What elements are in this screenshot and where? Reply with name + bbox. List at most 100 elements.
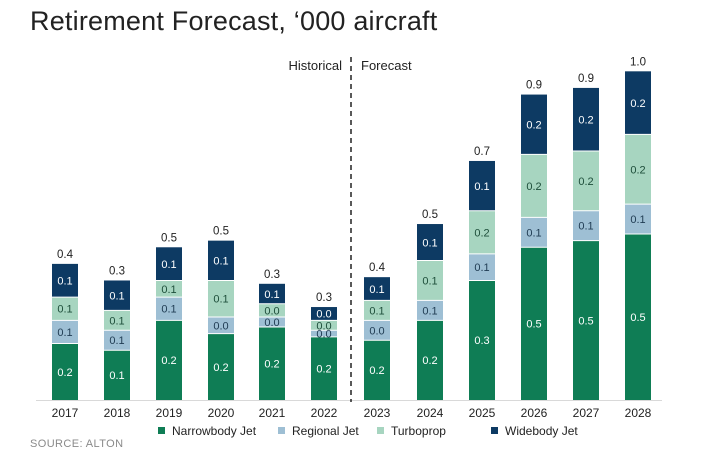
total-label-2017: 0.4 <box>57 249 74 261</box>
x-tick-label-2022: 2022 <box>311 406 338 420</box>
bar-segment-narrowbody-jet-2027 <box>573 240 599 400</box>
segment-label-turboprop-2020: 0.1 <box>213 294 228 306</box>
legend-swatch-turboprop <box>377 427 384 434</box>
segment-label-turboprop-2025: 0.2 <box>474 227 489 239</box>
bar-segment-regional-jet-2028 <box>625 204 651 234</box>
bar-segment-regional-jet-2027 <box>573 210 599 241</box>
segment-label-widebody-jet-2020: 0.1 <box>213 256 228 268</box>
segment-label-narrowbody-jet-2025: 0.3 <box>474 335 489 347</box>
segment-label-narrowbody-jet-2027: 0.5 <box>578 315 593 327</box>
segment-label-regional-jet-2019: 0.1 <box>161 304 176 316</box>
segment-label-regional-jet-2028: 0.1 <box>630 214 645 226</box>
segment-label-regional-jet-2021: 0.0 <box>264 317 279 329</box>
bar-segment-turboprop-2018 <box>104 310 130 331</box>
legend: Narrowbody Jet Regional Jet Turboprop Wideb… <box>158 424 578 438</box>
bar-segment-widebody-jet-2019 <box>156 247 182 281</box>
bars-layer <box>52 71 651 400</box>
segment-label-regional-jet-2027: 0.1 <box>578 221 593 233</box>
segment-label-turboprop-2022: 0.0 <box>316 320 331 332</box>
x-tick-label-2025: 2025 <box>469 406 496 420</box>
segment-label-widebody-jet-2024: 0.1 <box>422 237 437 249</box>
segment-label-widebody-jet-2025: 0.1 <box>474 181 489 193</box>
bar-segment-turboprop-2019 <box>156 280 182 298</box>
bar-segment-regional-jet-2026 <box>521 217 547 248</box>
bar-segment-regional-jet-2018 <box>104 330 130 351</box>
legend-swatch-regional-jet <box>278 427 285 434</box>
bar-segment-widebody-jet-2025 <box>469 160 495 211</box>
segment-label-turboprop-2017: 0.1 <box>57 304 72 316</box>
legend-label-turboprop: Turboprop <box>391 424 446 438</box>
bar-segment-turboprop-2027 <box>573 151 599 211</box>
x-tick-label-2017: 2017 <box>52 406 79 420</box>
bar-segment-regional-jet-2025 <box>469 253 495 281</box>
bar-segment-regional-jet-2023 <box>364 320 390 341</box>
bar-segment-widebody-jet-2023 <box>364 277 390 301</box>
segment-label-narrowbody-jet-2028: 0.5 <box>630 312 645 324</box>
total-label-2019: 0.5 <box>161 232 177 244</box>
legend-label-widebody-jet: Widebody Jet <box>505 424 578 438</box>
legend-swatch-narrowbody-jet <box>158 427 165 434</box>
segment-label-regional-jet-2025: 0.1 <box>474 262 489 274</box>
bar-segment-narrowbody-jet-2018 <box>104 350 130 400</box>
legend-swatch-widebody-jet <box>491 427 498 434</box>
bar-segment-turboprop-2025 <box>469 210 495 254</box>
legend-label-narrowbody-jet: Narrowbody Jet <box>172 424 257 438</box>
period-markers: Historical Forecast <box>289 57 412 402</box>
bar-segment-narrowbody-jet-2017 <box>52 343 78 400</box>
total-label-2026: 0.9 <box>526 80 542 92</box>
segment-label-regional-jet-2023: 0.0 <box>369 325 384 337</box>
source-note: SOURCE: ALTON <box>30 438 124 450</box>
labels-layer: 0.2 0.1 0.1 0.1 0.4 0.1 0.1 0.1 0.1 0.3 0.2 0.1 0.1 0… <box>57 56 646 382</box>
total-label-2018: 0.3 <box>109 265 125 277</box>
total-label-2022: 0.3 <box>316 292 332 304</box>
total-label-2025: 0.7 <box>474 146 490 158</box>
total-label-2023: 0.4 <box>369 262 386 274</box>
bar-segment-narrowbody-jet-2026 <box>521 247 547 400</box>
segment-label-widebody-jet-2023: 0.1 <box>369 284 384 296</box>
segment-label-narrowbody-jet-2023: 0.2 <box>369 365 384 377</box>
bar-segment-narrowbody-jet-2025 <box>469 280 495 400</box>
bar-segment-regional-jet-2017 <box>52 320 78 344</box>
bar-segment-narrowbody-jet-2023 <box>364 340 390 400</box>
bar-segment-widebody-jet-2026 <box>521 94 547 155</box>
bar-segment-narrowbody-jet-2019 <box>156 320 182 400</box>
bar-segment-turboprop-2020 <box>208 280 234 317</box>
bar-segment-widebody-jet-2022 <box>311 307 337 321</box>
segment-label-narrowbody-jet-2022: 0.2 <box>316 363 331 375</box>
legend-label-regional-jet: Regional Jet <box>292 424 359 438</box>
segment-label-turboprop-2028: 0.2 <box>630 164 645 176</box>
segment-label-regional-jet-2024: 0.1 <box>422 305 437 317</box>
segment-label-narrowbody-jet-2021: 0.2 <box>264 358 279 370</box>
segment-label-widebody-jet-2019: 0.1 <box>161 259 176 271</box>
x-tick-label-2024: 2024 <box>417 406 444 420</box>
bar-segment-narrowbody-jet-2021 <box>259 326 285 400</box>
segment-label-widebody-jet-2028: 0.2 <box>630 98 645 110</box>
segment-label-turboprop-2021: 0.0 <box>264 305 279 317</box>
bar-segment-regional-jet-2024 <box>417 300 443 321</box>
segment-label-turboprop-2023: 0.1 <box>369 305 384 317</box>
segment-label-turboprop-2027: 0.2 <box>578 176 593 188</box>
segment-label-turboprop-2024: 0.1 <box>422 275 437 287</box>
segment-label-turboprop-2019: 0.1 <box>161 284 176 296</box>
x-tick-label-2026: 2026 <box>521 406 548 420</box>
bar-segment-regional-jet-2019 <box>156 297 182 321</box>
total-label-2024: 0.5 <box>422 209 438 221</box>
segment-label-widebody-jet-2026: 0.2 <box>526 119 541 131</box>
bar-segment-widebody-jet-2017 <box>52 263 78 298</box>
bar-segment-turboprop-2021 <box>259 303 285 317</box>
bar-segment-turboprop-2028 <box>625 134 651 205</box>
total-label-2021: 0.3 <box>264 269 280 281</box>
segment-label-narrowbody-jet-2018: 0.1 <box>109 370 124 382</box>
segment-label-turboprop-2018: 0.1 <box>109 315 124 327</box>
total-label-2028: 1.0 <box>630 56 646 68</box>
segment-label-regional-jet-2026: 0.1 <box>526 227 541 239</box>
segment-label-widebody-jet-2018: 0.1 <box>109 290 124 302</box>
segment-label-widebody-jet-2027: 0.2 <box>578 114 593 126</box>
bar-segment-narrowbody-jet-2024 <box>417 320 443 400</box>
x-tick-label-2021: 2021 <box>259 406 286 420</box>
bar-segment-turboprop-2022 <box>311 320 337 331</box>
x-tick-label-2018: 2018 <box>104 406 131 420</box>
segment-label-narrowbody-jet-2024: 0.2 <box>422 355 437 367</box>
x-tick-label-2023: 2023 <box>364 406 391 420</box>
